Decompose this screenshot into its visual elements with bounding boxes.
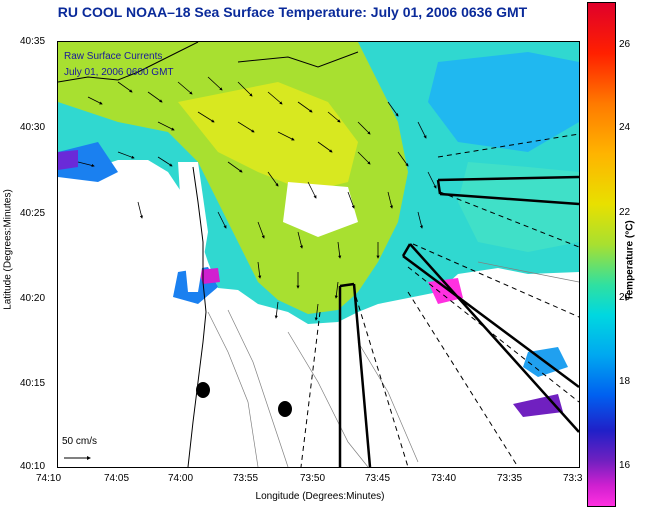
colorbar-tick: 24 bbox=[619, 122, 631, 133]
y-tick: 40:10 bbox=[20, 461, 46, 472]
station-markers bbox=[196, 382, 292, 417]
x-tick: 73:45 bbox=[365, 473, 391, 484]
current-vectors bbox=[77, 76, 437, 321]
colorbar-tick: 18 bbox=[619, 376, 631, 387]
x-tick: 73:55 bbox=[233, 473, 259, 484]
y-tick: 40:35 bbox=[20, 36, 46, 47]
x-axis-label: Longitude (Degrees:Minutes) bbox=[255, 491, 385, 502]
scale-label: 50 cm/s bbox=[62, 436, 98, 447]
colorbar-tick: 16 bbox=[619, 460, 631, 471]
station-marker bbox=[196, 382, 210, 398]
transect-boxes bbox=[338, 175, 579, 467]
y-tick: 40:30 bbox=[20, 122, 46, 133]
x-tick: 74:05 bbox=[104, 473, 130, 484]
y-tick: 40:15 bbox=[20, 378, 46, 389]
station-marker bbox=[278, 401, 292, 417]
y-tick: 40:25 bbox=[20, 208, 46, 219]
sst-map-svg bbox=[58, 42, 579, 467]
colorbar-tick: 22 bbox=[619, 207, 631, 218]
transect-lines-dashed bbox=[300, 133, 579, 467]
colorbar bbox=[587, 2, 616, 507]
x-tick: 73:40 bbox=[431, 473, 457, 484]
x-tick: 73:3 bbox=[563, 473, 583, 484]
y-tick: 40:20 bbox=[20, 293, 46, 304]
legend-line-1: Raw Surface Currents bbox=[64, 51, 163, 62]
legend-line-2: July 01, 2006 0600 GMT bbox=[64, 67, 174, 78]
sst-field bbox=[58, 42, 579, 417]
colorbar-label: Temperature (°C) bbox=[624, 220, 636, 301]
colorbar-tick: 26 bbox=[619, 39, 631, 50]
x-tick: 73:50 bbox=[300, 473, 326, 484]
bathymetry-contours bbox=[207, 261, 579, 467]
coastline bbox=[58, 42, 359, 467]
sst-map bbox=[57, 41, 580, 468]
colorbar-tick: 20 bbox=[619, 292, 631, 303]
x-tick: 74:10 bbox=[36, 473, 62, 484]
y-axis-label: Latitude (Degrees:Minutes) bbox=[2, 189, 14, 310]
x-tick: 73:35 bbox=[497, 473, 523, 484]
map-title: RU COOL NOAA–18 Sea Surface Temperature:… bbox=[57, 4, 528, 20]
x-tick: 74:00 bbox=[168, 473, 194, 484]
